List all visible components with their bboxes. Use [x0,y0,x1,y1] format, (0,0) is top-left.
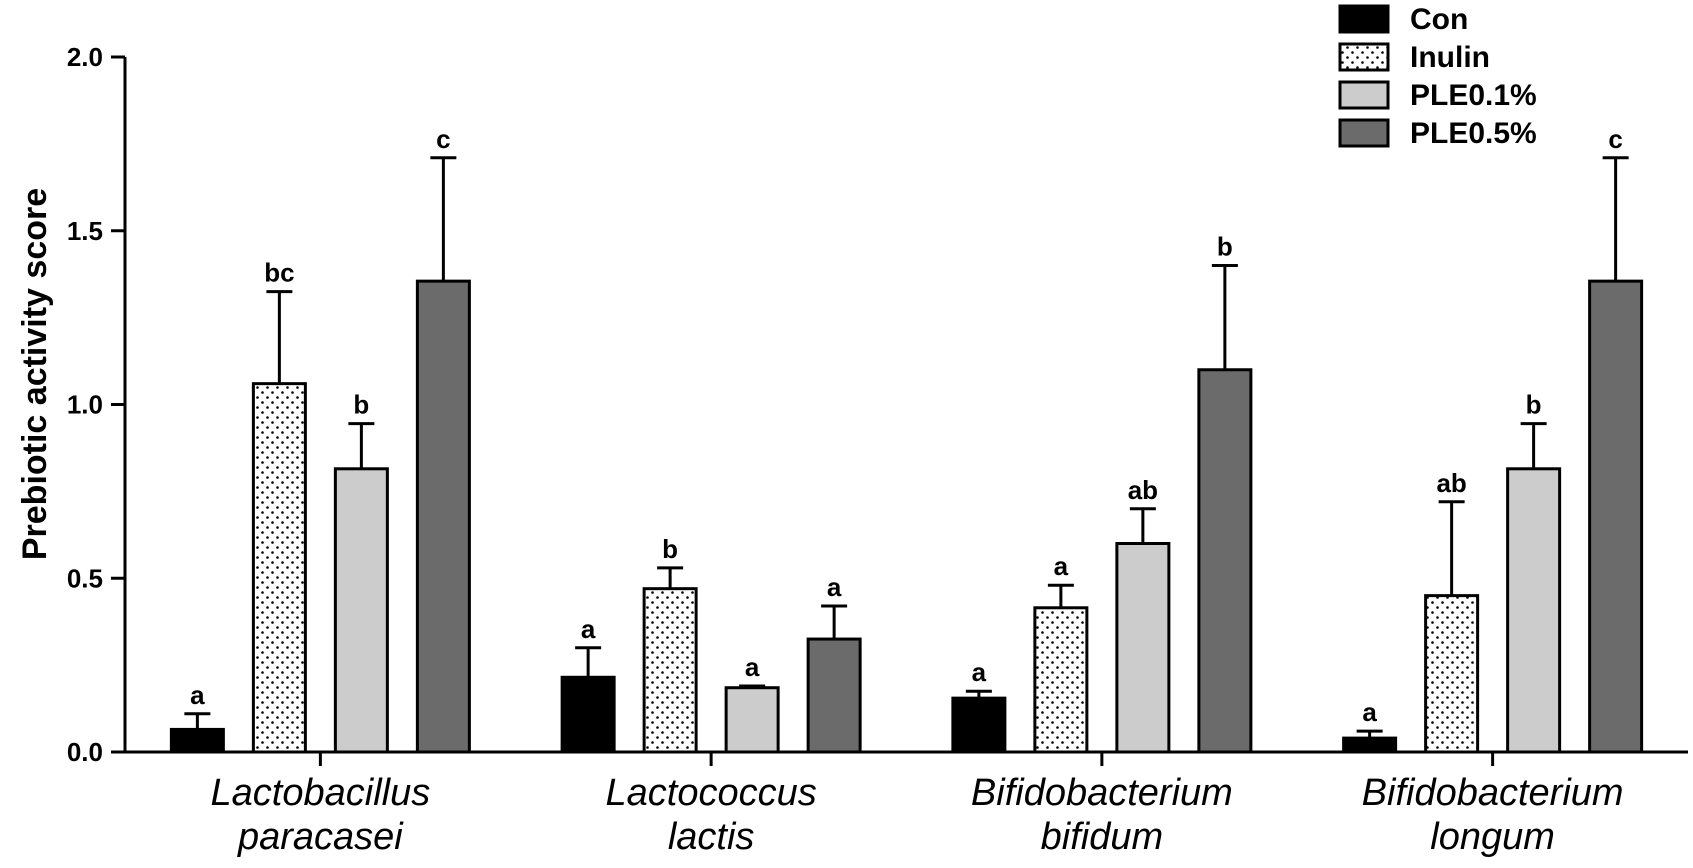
legend-swatch [1338,118,1390,148]
significance-label: b [1526,390,1542,420]
bar-inulin [251,382,307,754]
bar-ple0-1- [724,686,780,754]
bar-ple0-5- [806,637,862,754]
significance-label: bc [264,258,294,288]
category-label: Lactococcus [606,772,817,814]
significance-label: a [972,657,987,687]
category-label: longum [1430,816,1555,858]
significance-label: b [662,534,678,564]
category-label: paracasei [237,816,404,858]
bar-con [951,696,1007,754]
significance-label: ab [1436,468,1466,498]
significance-label: c [1608,124,1622,154]
y-tick-label: 1.0 [67,390,103,420]
bar-ple0-1- [1506,467,1562,754]
bar-ple0-5- [1588,279,1644,754]
legend-label: Inulin [1410,41,1490,74]
bar-ple0-5- [1197,368,1253,754]
legend-label: PLE0.5% [1410,117,1537,150]
significance-label: a [1054,551,1069,581]
legend-swatch [1338,42,1390,72]
significance-label: a [581,614,596,644]
significance-label: a [827,572,842,602]
significance-label: b [1217,232,1233,262]
bar-inulin [642,587,698,754]
y-tick-label: 0.0 [67,737,103,767]
legend-label: Con [1410,3,1468,36]
bar-inulin [1033,606,1089,754]
y-tick-label: 2.0 [67,42,103,72]
y-tick-label: 0.5 [67,563,103,593]
y-tick-label: 1.5 [67,216,103,246]
legend-swatch [1338,4,1390,34]
category-label: lactis [668,816,755,858]
bar-ple0-5- [415,279,471,754]
bar-con [1342,736,1398,754]
legend-label: PLE0.1% [1410,79,1537,112]
legend: Con Inulin PLE0.1% PLE0.5% [1338,3,1537,150]
significance-label: a [1362,697,1377,727]
significance-label: a [190,680,205,710]
category-label: Bifidobacterium [1362,772,1624,814]
category-label: Lactobacillus [211,772,431,814]
significance-label: b [353,390,369,420]
category-label: Bifidobacterium [971,772,1233,814]
significance-label: a [745,652,760,682]
significance-label: c [436,124,450,154]
bar-con [169,727,225,754]
y-axis-label: Prebiotic activity score [16,188,54,560]
category-label: bifidum [1041,816,1164,858]
significance-label: ab [1128,475,1158,505]
bar-ple0-1- [1115,542,1171,754]
bar-con [560,675,616,754]
legend-swatch [1338,80,1390,110]
bar-inulin [1424,594,1480,754]
bar-ple0-1- [333,467,389,754]
